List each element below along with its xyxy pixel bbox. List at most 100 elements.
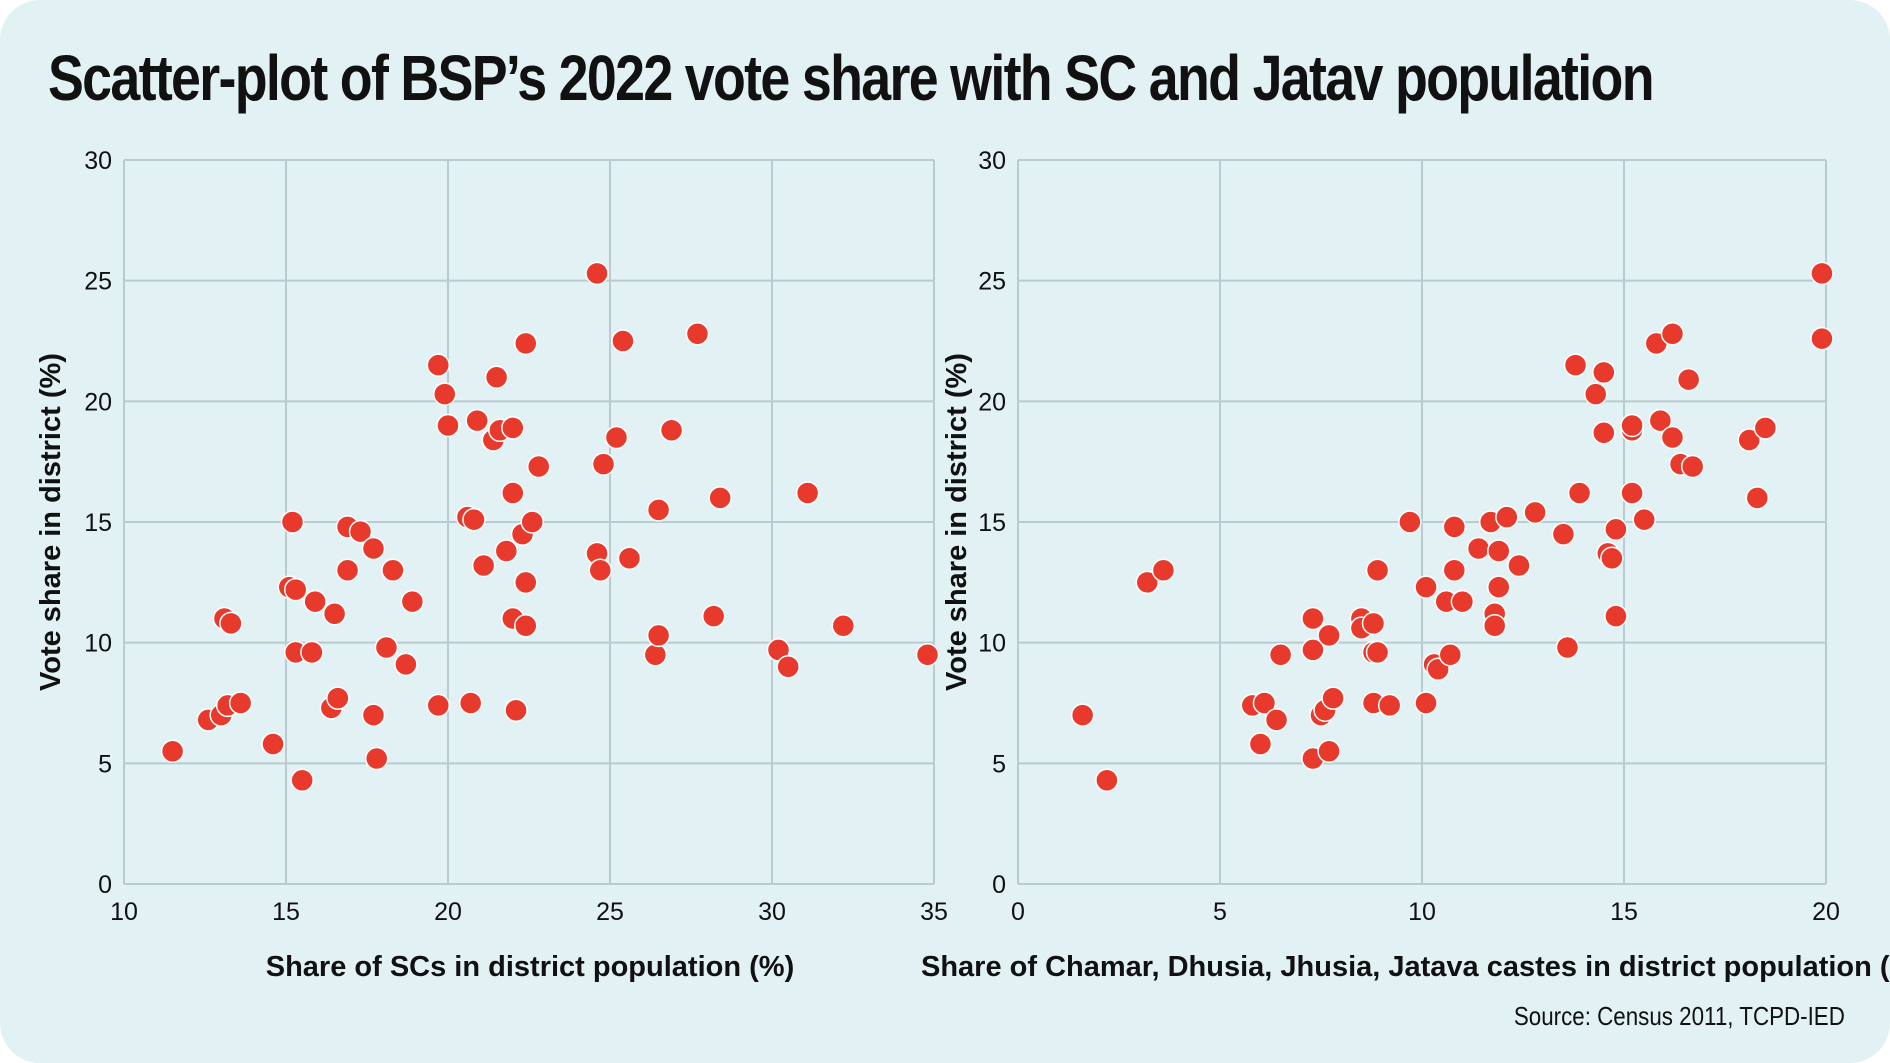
data-point xyxy=(436,413,460,438)
data-point xyxy=(1321,686,1345,710)
data-point xyxy=(831,614,856,638)
data-point xyxy=(1604,604,1628,628)
data-point xyxy=(1810,326,1834,351)
data-point xyxy=(374,635,399,660)
data-point xyxy=(1737,428,1761,452)
data-point xyxy=(1301,638,1325,662)
left-scatter-panel: 0 5 10 15 20 25 30 10 15 20 25 30 35 Share of SCs in … xyxy=(35,147,948,983)
data-point xyxy=(685,322,710,346)
data-point xyxy=(1398,510,1422,534)
data-point xyxy=(708,486,732,510)
data-point xyxy=(1442,515,1467,539)
data-point xyxy=(514,570,538,595)
data-point xyxy=(915,642,940,667)
y-tick-label: 30 xyxy=(84,147,112,175)
data-point xyxy=(300,640,324,665)
data-point xyxy=(361,536,386,561)
data-point xyxy=(1495,505,1519,529)
data-point xyxy=(643,642,668,667)
data-point xyxy=(1070,703,1095,727)
right-scatter-panel: 0 5 10 15 20 25 30 0 5 10 15 20 Share of Chamar, Dhu… xyxy=(921,147,1890,983)
y-tick-label: 30 xyxy=(978,147,1006,175)
data-point xyxy=(348,519,373,544)
source-note: Source: Census 2011, TCPD-IED xyxy=(1514,1001,1845,1031)
data-point xyxy=(1248,732,1273,756)
data-point xyxy=(1620,413,1644,438)
data-point xyxy=(1450,589,1475,614)
data-point xyxy=(484,365,509,389)
y-tick-label: 0 xyxy=(992,871,1006,899)
data-point xyxy=(520,510,544,534)
data-point xyxy=(494,539,519,563)
data-point xyxy=(1620,481,1644,505)
x-tick-label: 20 xyxy=(434,898,462,926)
data-point xyxy=(776,655,800,679)
data-point xyxy=(394,652,418,677)
y-tick-label: 5 xyxy=(98,750,112,778)
data-point xyxy=(588,558,613,583)
y-tick-label: 20 xyxy=(978,388,1006,416)
x-axis-title: Share of SCs in district population (%) xyxy=(266,951,794,983)
data-point xyxy=(1264,708,1289,732)
y-tick-label: 0 xyxy=(98,871,112,899)
data-point xyxy=(1252,691,1277,715)
data-point xyxy=(1567,481,1592,505)
x-tick-label: 25 xyxy=(596,898,624,926)
data-point xyxy=(1600,546,1624,570)
data-point xyxy=(1438,642,1463,667)
y-tick-label: 15 xyxy=(978,509,1006,537)
data-point xyxy=(228,691,253,715)
data-point xyxy=(433,382,457,406)
y-tick-label: 15 xyxy=(84,509,112,537)
x-tick-label: 30 xyxy=(758,898,786,926)
data-point xyxy=(160,739,185,764)
data-point xyxy=(1487,539,1511,563)
data-point xyxy=(1482,614,1507,638)
data-point xyxy=(1377,693,1402,718)
data-point xyxy=(326,686,350,710)
y-axis-title: Vote share in district (%) xyxy=(941,353,973,691)
data-point xyxy=(1135,570,1160,595)
data-point xyxy=(1592,420,1616,445)
data-point xyxy=(1365,640,1390,665)
data-point xyxy=(1317,623,1341,648)
data-point xyxy=(283,577,308,602)
data-point xyxy=(526,454,551,479)
x-axis-title: Share of Chamar, Dhusia, Jhusia, Jatava … xyxy=(921,951,1890,983)
data-point xyxy=(335,558,360,583)
data-point xyxy=(646,623,671,648)
data-point xyxy=(1745,486,1770,510)
y-tick-label: 5 xyxy=(992,750,1006,778)
y-tick-label: 25 xyxy=(84,268,112,296)
data-point xyxy=(1414,575,1438,599)
data-point xyxy=(617,546,642,570)
data-point xyxy=(1301,606,1325,631)
data-point xyxy=(471,553,496,578)
data-point xyxy=(1507,553,1531,578)
data-point xyxy=(465,408,489,433)
data-point xyxy=(795,481,820,505)
data-point xyxy=(400,589,425,614)
y-tick-label: 10 xyxy=(978,630,1006,658)
data-point xyxy=(1361,611,1386,636)
data-point xyxy=(1632,507,1656,532)
data-point xyxy=(1660,322,1685,346)
data-point xyxy=(458,691,483,715)
data-point xyxy=(604,425,629,450)
data-point xyxy=(426,353,451,377)
x-tick-label: 20 xyxy=(1812,898,1840,926)
data-point xyxy=(219,611,243,636)
data-point xyxy=(1676,367,1701,392)
data-point xyxy=(646,498,671,522)
data-point xyxy=(1753,416,1778,440)
data-point xyxy=(1583,382,1608,406)
data-point xyxy=(364,746,389,771)
data-point xyxy=(1680,454,1705,479)
y-axis-title: Vote share in district (%) xyxy=(35,353,67,691)
x-tick-label: 15 xyxy=(272,898,300,926)
data-point xyxy=(280,510,305,534)
data-point xyxy=(1487,575,1511,599)
data-point xyxy=(504,698,528,722)
